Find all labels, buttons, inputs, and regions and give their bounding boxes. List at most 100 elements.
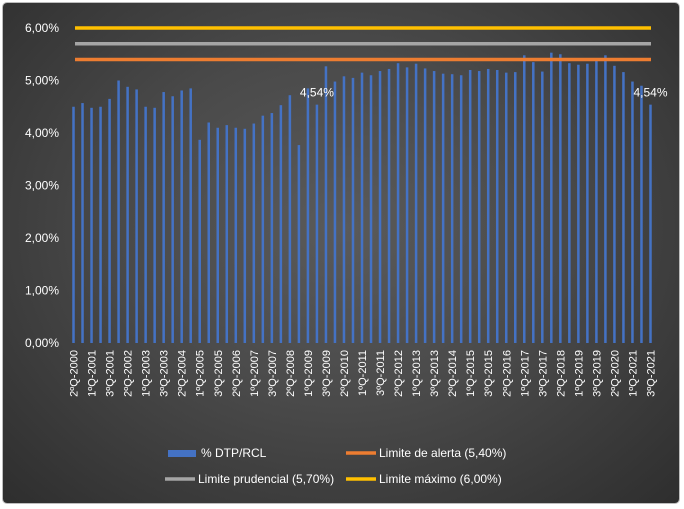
- bar: [333, 81, 337, 344]
- y-tick-label: 1,00%: [25, 284, 59, 298]
- bar: [640, 85, 643, 343]
- bar: [315, 104, 319, 344]
- y-tick-label: 3,00%: [25, 179, 59, 193]
- x-axis: 2ºQ-2000 1ºQ-2001 3ºQ-2001 2ºQ-2002 1ºQ-2003…: [69, 350, 658, 397]
- bar: [279, 105, 283, 344]
- bar: [117, 80, 120, 343]
- x-tick-label: 1ºQ-2009: [303, 350, 315, 397]
- bar: [568, 63, 571, 344]
- bar: [514, 72, 517, 343]
- bar: [144, 106, 147, 343]
- bar: [532, 62, 535, 344]
- y-tick-label: 5,00%: [25, 74, 59, 88]
- bar: [207, 122, 210, 343]
- x-tick-label: 3ºQ-2003: [159, 350, 171, 397]
- bar: [595, 60, 598, 344]
- x-tick-label: 3ºQ-2005: [213, 350, 225, 397]
- x-tick-label: 3ºQ-2009: [321, 350, 333, 397]
- y-tick-label: 4,00%: [25, 126, 59, 140]
- x-tick-label: 3ºQ-2001: [105, 350, 117, 397]
- x-tick-label: 3ºQ-2013: [429, 350, 441, 397]
- x-tick-label: 1ºQ-2005: [195, 350, 207, 397]
- x-tick-label: 2ºQ-2006: [231, 350, 243, 397]
- bar: [477, 71, 481, 344]
- x-tick-label: 1ºQ-2013: [411, 350, 423, 397]
- legend-label: Limite máximo (6,00%): [379, 472, 502, 486]
- bar: [405, 67, 409, 344]
- x-tick-label: 2ºQ-2004: [177, 350, 189, 397]
- bar: [81, 103, 84, 343]
- y-axis: 0,00% 1,00% 2,00% 3,00% 4,00% 5,00% 6,00%: [25, 21, 59, 350]
- bar: [198, 139, 201, 343]
- bar: [369, 75, 373, 343]
- bar: [135, 89, 138, 343]
- bar: [306, 88, 310, 343]
- bar: [541, 71, 544, 343]
- bar: [234, 127, 238, 343]
- bar: [153, 107, 156, 343]
- bar: [649, 104, 652, 344]
- x-tick-label: 1ºQ-2017: [519, 350, 531, 397]
- bar: [550, 52, 553, 344]
- x-tick-label: 2ºQ-2002: [123, 350, 135, 397]
- x-tick-label: 3ºQ-2011: [375, 350, 387, 396]
- x-tick-label: 2ºQ-2010: [339, 350, 351, 397]
- y-tick-label: 6,00%: [25, 21, 59, 35]
- bar: [387, 68, 391, 343]
- legend-label: % DTP/RCL: [201, 446, 267, 460]
- x-tick-label: 1ºQ-2001: [87, 350, 99, 397]
- bar: [261, 115, 265, 343]
- bar: [360, 72, 364, 344]
- bar: [162, 92, 165, 343]
- x-tick-label: 2ºQ-2016: [501, 350, 513, 397]
- x-tick-label: 2ºQ-2020: [609, 350, 621, 397]
- bar: [504, 72, 508, 344]
- y-tick-label: 0,00%: [25, 336, 59, 350]
- bar: [324, 66, 328, 343]
- bar: [441, 73, 445, 344]
- bar: [72, 106, 75, 343]
- x-tick-label: 1ºQ-2007: [249, 350, 261, 397]
- legend: % DTP/RCL Limite de alerta (5,40%) Limite …: [165, 446, 506, 486]
- bar: [631, 81, 634, 344]
- bar: [459, 75, 463, 343]
- bar: [297, 145, 301, 343]
- y-tick-label: 2,00%: [25, 231, 59, 245]
- bar: [225, 125, 229, 344]
- x-tick-label: 1ºQ-2011: [357, 350, 369, 396]
- x-tick-label: 3ºQ-2007: [267, 350, 279, 397]
- bar: [432, 71, 436, 344]
- bar-series: [72, 52, 652, 344]
- bar: [90, 107, 93, 343]
- bar: [99, 106, 102, 343]
- bar: [450, 74, 454, 343]
- limit-lines: [75, 26, 651, 62]
- bar: [288, 95, 292, 343]
- legend-swatch: [168, 450, 196, 457]
- chart-svg: 0,00% 1,00% 2,00% 3,00% 4,00% 5,00% 6,00% 2ºQ-…: [25, 21, 668, 486]
- x-tick-label: 1ºQ-2019: [573, 350, 585, 397]
- bar: [108, 98, 111, 344]
- bar: [396, 63, 400, 344]
- bar: [423, 68, 427, 344]
- chart-area: 0,00% 1,00% 2,00% 3,00% 4,00% 5,00% 6,00% 2ºQ-…: [3, 3, 679, 503]
- x-tick-label: 2ºQ-2012: [393, 350, 405, 397]
- bar: [252, 123, 256, 343]
- bar: [486, 68, 490, 343]
- bar: [189, 88, 192, 343]
- bar: [180, 90, 183, 343]
- bar: [171, 96, 174, 343]
- x-tick-label: 1ºQ-2003: [141, 350, 153, 397]
- x-tick-label: 1ºQ-2015: [465, 350, 477, 397]
- legend-label: Limite prudencial (5,70%): [198, 472, 334, 486]
- bar: [468, 70, 472, 343]
- x-tick-label: 3ºQ-2017: [537, 350, 549, 397]
- x-tick-label: 2ºQ-2018: [555, 350, 567, 397]
- x-tick-label: 3ºQ-2015: [483, 350, 495, 397]
- bar: [622, 72, 625, 343]
- bar: [270, 113, 274, 343]
- data-labels: 4,54% 4,54%: [300, 86, 668, 100]
- x-tick-label: 2ºQ-2014: [447, 350, 459, 397]
- x-tick-label: 3ºQ-2021: [645, 350, 657, 397]
- bar: [613, 65, 616, 344]
